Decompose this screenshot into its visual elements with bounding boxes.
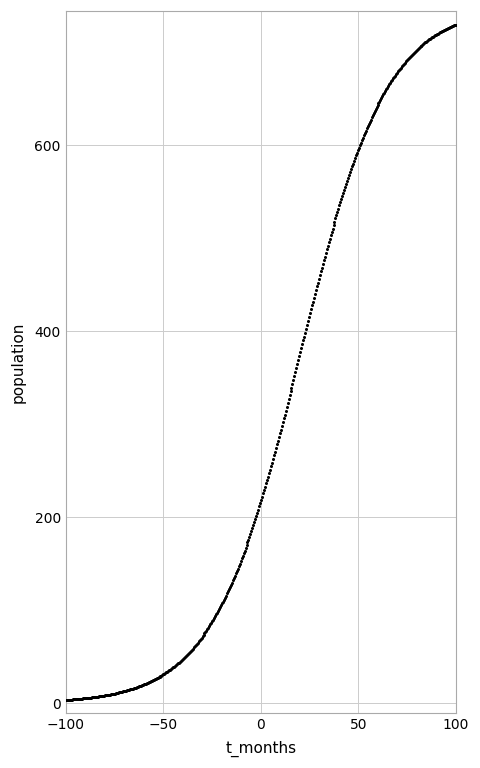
X-axis label: t_months: t_months: [225, 740, 296, 757]
Y-axis label: population: population: [11, 322, 26, 403]
